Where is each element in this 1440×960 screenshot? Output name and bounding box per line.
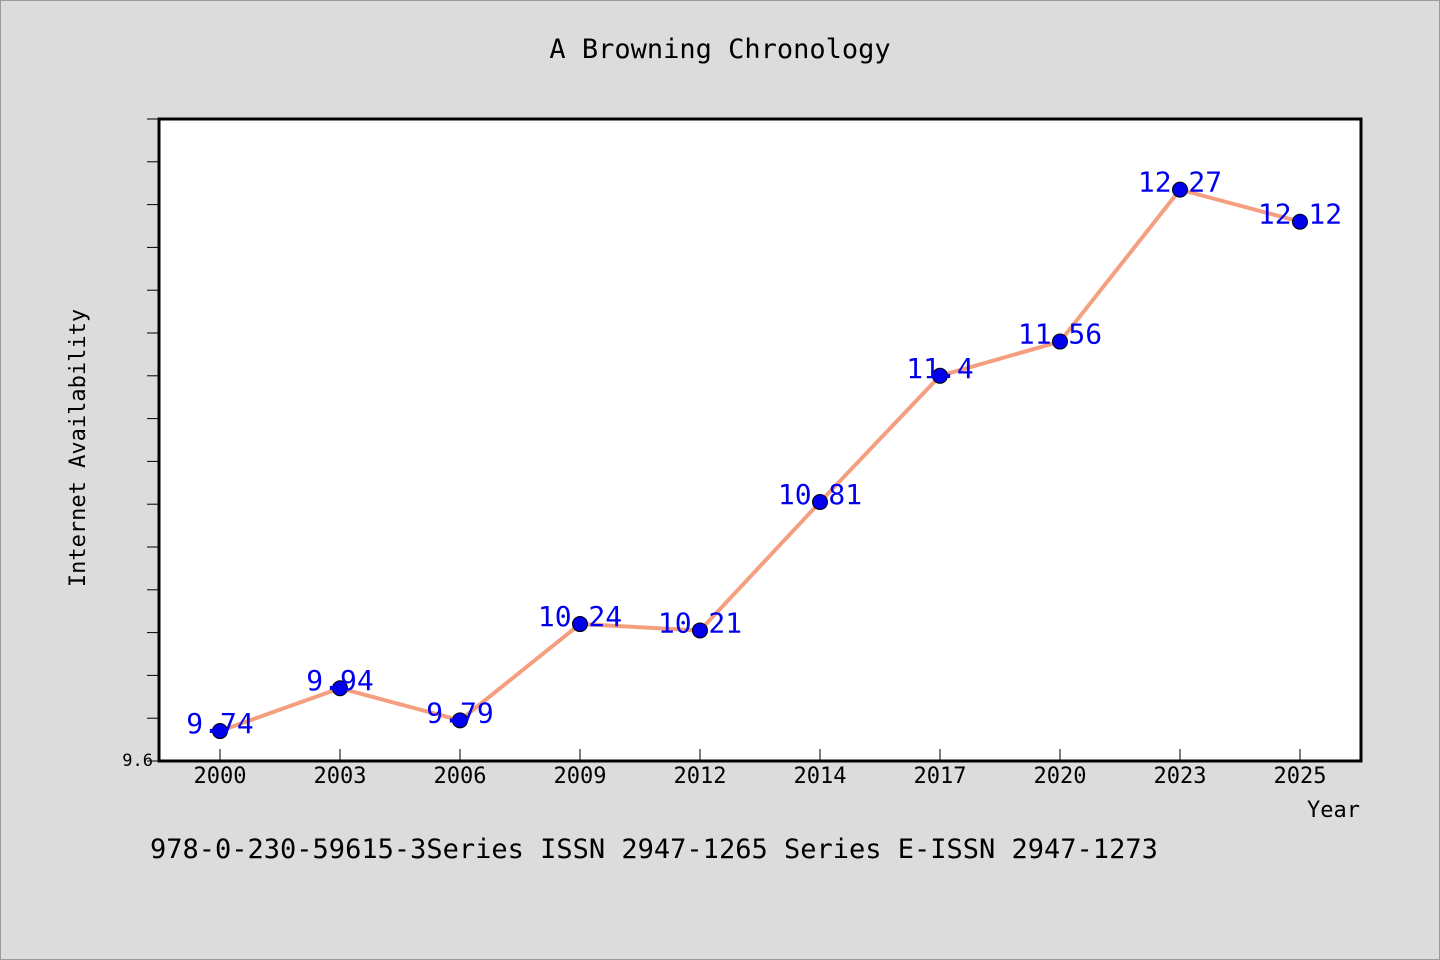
data-point <box>1052 333 1068 350</box>
x-tick-label: 2025 <box>1274 764 1327 789</box>
data-label: 12.27 <box>1138 166 1222 199</box>
plot-area <box>157 117 1363 763</box>
series-layer <box>212 181 1308 740</box>
data-point <box>812 494 828 511</box>
data-label: 10.21 <box>658 606 742 639</box>
data-label: 11.56 <box>1018 318 1102 351</box>
x-tick-label: 2003 <box>314 764 367 789</box>
x-tick-label: 2017 <box>914 764 967 789</box>
x-axis-ticks: 2000 2003 2006 2009 2012 2014 2017 2020 2023 2025 <box>194 749 1327 789</box>
footer-isbn-issn: 978-0-230-59615-3Series ISSN 2947-1265 S… <box>150 834 1158 865</box>
x-tick-label: 2006 <box>434 764 487 789</box>
data-label: 10.24 <box>538 600 622 633</box>
y-axis-ticks: 9.6 <box>122 118 159 771</box>
data-label: 9.79 <box>426 696 493 729</box>
data-point <box>212 723 228 740</box>
data-label: 9.74 <box>186 707 253 740</box>
data-point <box>1172 181 1188 198</box>
x-axis-label: Year <box>1307 798 1360 823</box>
data-label: 12.12 <box>1258 198 1342 231</box>
x-tick-label: 2014 <box>794 764 847 789</box>
data-label: 10.81 <box>778 478 862 511</box>
data-point <box>572 616 588 633</box>
data-point <box>692 622 708 639</box>
y-tick-label: 9.6 <box>122 751 153 771</box>
data-label: 11.4 <box>906 352 973 385</box>
x-tick-label: 2023 <box>1154 764 1207 789</box>
x-tick-label: 2012 <box>674 764 727 789</box>
data-point <box>452 712 468 729</box>
chart-title: A Browning Chronology <box>549 34 891 65</box>
x-tick-label: 2009 <box>554 764 607 789</box>
data-point <box>932 367 948 384</box>
series-line <box>218 187 1302 734</box>
data-label: 9.94 <box>306 664 373 697</box>
data-label-layer: 9.74 9.94 9.79 10.24 10.21 10.81 11.4 11.56 12.2… <box>186 166 1342 740</box>
data-point <box>1292 213 1308 230</box>
x-tick-label: 2000 <box>194 764 247 789</box>
y-axis-label: Internet Availability <box>66 309 91 587</box>
x-tick-label: 2020 <box>1034 764 1087 789</box>
data-point <box>332 680 348 697</box>
